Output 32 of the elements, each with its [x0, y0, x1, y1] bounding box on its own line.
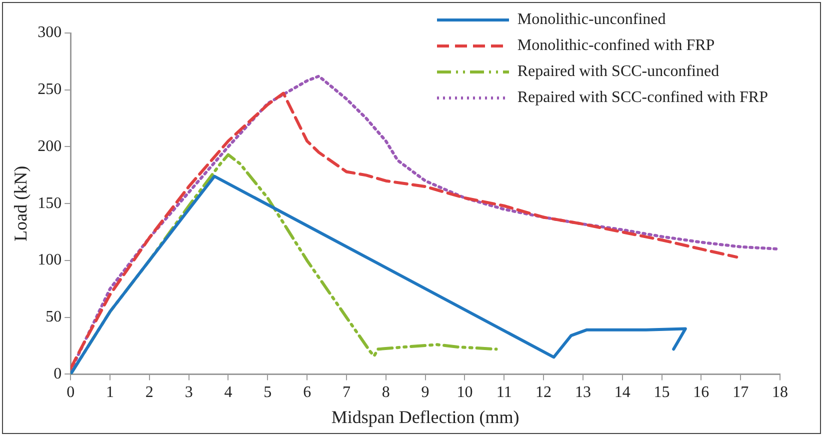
x-tick-label: 15 [654, 384, 670, 402]
x-tick-label: 16 [693, 384, 710, 402]
y-tick-label: 200 [38, 138, 62, 155]
legend-label: Repaired with SCC-confined with FRP [517, 88, 768, 108]
y-axis-title: Load (kN) [10, 166, 31, 242]
x-tick-label: 1 [106, 384, 114, 402]
x-axis-title: Midspan Deflection (mm) [331, 406, 520, 427]
x-tick-label: 11 [496, 384, 512, 402]
x-tick-label: 7 [342, 384, 350, 402]
y-tick-label: 250 [38, 81, 62, 98]
x-tick-label: 18 [772, 384, 788, 402]
x-tick-label: 8 [382, 384, 390, 402]
x-tick-label: 9 [421, 384, 430, 402]
legend-label: Repaired with SCC-unconfined [517, 62, 720, 82]
x-tick-label: 0 [66, 384, 75, 402]
x-tick-label: 4 [224, 384, 232, 402]
legend-label: Monolithic-confined with FRP [517, 36, 715, 56]
legend-label: Monolithic-unconfined [517, 10, 666, 30]
y-tick-label: 300 [38, 24, 62, 42]
x-tick-label: 12 [536, 384, 552, 402]
y-tick-label: 150 [38, 194, 62, 212]
y-tick-label: 100 [38, 252, 62, 269]
x-tick-label: 17 [732, 384, 749, 402]
x-tick-label: 2 [145, 384, 154, 402]
y-tick-label: 0 [54, 365, 62, 382]
x-tick-label: 5 [264, 384, 272, 402]
x-tick-label: 6 [303, 384, 312, 402]
y-tick-label: 50 [46, 308, 62, 326]
x-tick-label: 13 [574, 384, 591, 402]
x-tick-label: 10 [456, 384, 473, 402]
x-tick-label: 14 [614, 384, 630, 402]
x-tick-label: 3 [184, 384, 193, 402]
